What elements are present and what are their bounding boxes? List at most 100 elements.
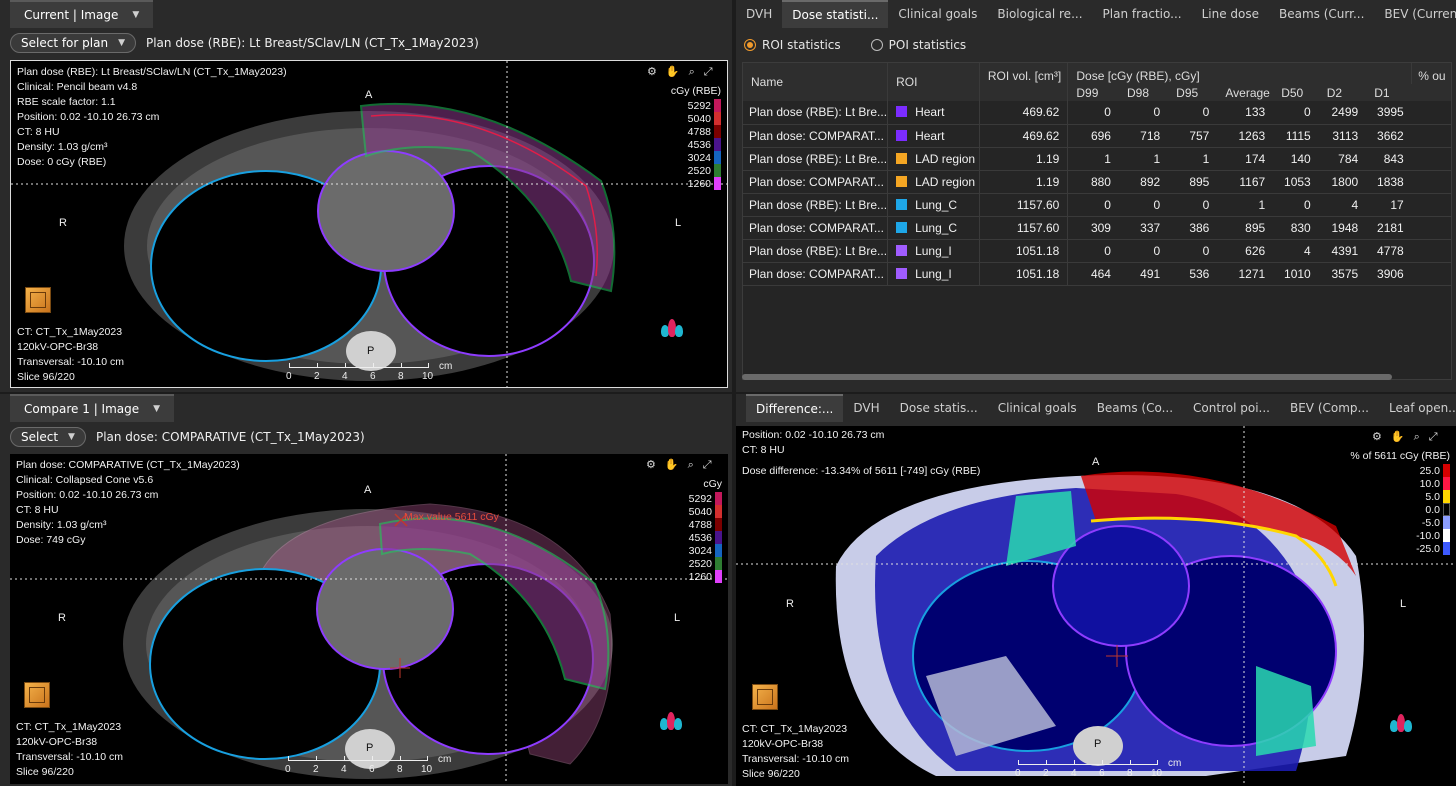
overlay-ct: CT: 8 HU	[17, 126, 60, 138]
col-roi-volume[interactable]: ROI vol. [cm³]	[979, 63, 1069, 101]
tab-biological[interactable]: Biological re...	[997, 7, 1083, 21]
select-for-plan-button[interactable]: Select for plan ▼	[10, 33, 136, 53]
scale-unit: cm	[1168, 758, 1182, 769]
table-row[interactable]: Plan dose (RBE): Lt Bre... LAD region 1.19…	[743, 147, 1451, 171]
poi-statistics-radio[interactable]: POI statistics	[870, 38, 966, 52]
window-level-icon[interactable]: ⚙	[646, 458, 656, 471]
col-d95[interactable]: D95	[1168, 84, 1218, 101]
orientation-posterior: P	[367, 345, 375, 357]
current-ct-viewport[interactable]: Plan dose (RBE): Lt Breast/SClav/LN (CT_…	[10, 60, 728, 388]
orientation-cube-icon[interactable]	[24, 682, 50, 708]
overlay-position: Position: 0.02 -10.10 26.73 cm	[17, 111, 160, 123]
roi-statistics-label: ROI statistics	[762, 38, 841, 52]
pan-hand-icon[interactable]: ✋	[664, 458, 679, 471]
window-level-icon[interactable]: ⚙	[647, 65, 657, 78]
cell-dose: 1271	[1217, 262, 1274, 286]
horizontal-splitter[interactable]	[0, 392, 1456, 394]
diff-tabbar: Difference:... DVH Dose statis... Clinic…	[736, 394, 1456, 422]
col-average[interactable]: Average	[1217, 84, 1274, 101]
col-d2[interactable]: D2	[1318, 84, 1367, 101]
tab-bev[interactable]: BEV (Comp...	[1289, 401, 1369, 415]
tab-beams[interactable]: Beams (Co...	[1096, 401, 1174, 415]
legend-level: 2520	[688, 557, 712, 570]
dose-statistics-table: Name ROI ROI vol. [cm³] Dose [cGy (RBE),…	[742, 62, 1452, 380]
cell-dose: 3575	[1318, 262, 1367, 286]
orientation-cube-icon[interactable]	[752, 684, 778, 710]
cell-volume: 1.19	[979, 170, 1069, 194]
scale-bar: 0 2 4 6 8 10 cm	[286, 361, 459, 385]
compare-ct-viewport[interactable]: Plan dose: COMPARATIVE (CT_Tx_1May2023) …	[10, 454, 728, 784]
dose-difference-image	[736, 426, 1456, 786]
chevron-down-icon[interactable]: ▼	[153, 404, 161, 414]
zoom-icon[interactable]: ⌕	[688, 65, 695, 78]
pan-hand-icon[interactable]: ✋	[1390, 430, 1405, 443]
cell-name: Plan dose: COMPARAT...	[743, 262, 889, 286]
orientation-cube-icon[interactable]	[25, 287, 51, 313]
tab-plan-fraction[interactable]: Plan fractio...	[1102, 7, 1182, 21]
cell-dose: 386	[1168, 216, 1218, 240]
tab-leaf-openings[interactable]: Leaf open...	[1388, 401, 1456, 415]
cell-dose: 696	[1067, 124, 1119, 148]
tab-dvh[interactable]: DVH	[746, 7, 773, 21]
col-roi[interactable]: ROI	[887, 63, 980, 101]
cell-roi: LAD region	[887, 170, 980, 194]
col-name[interactable]: Name	[743, 63, 889, 101]
pan-hand-icon[interactable]: ✋	[665, 65, 680, 78]
tab-clinical-goals[interactable]: Clinical goals	[997, 401, 1077, 415]
chevron-down-icon[interactable]: ▼	[132, 10, 140, 20]
difference-viewport[interactable]: Position: 0.02 -10.10 26.73 cm CT: 8 HU …	[736, 426, 1456, 786]
col-percent-outside[interactable]: % ou	[1411, 63, 1451, 101]
plan-title: Plan dose: COMPARATIVE (CT_Tx_1May2023)	[95, 430, 365, 444]
overlay-ct: CT: 8 HU	[742, 444, 785, 456]
tab-bev[interactable]: BEV (Current)	[1384, 7, 1456, 21]
horizontal-scrollbar[interactable]	[742, 374, 1392, 380]
viewport-toolbar: ⚙ ✋ ⌕ ⤢	[646, 458, 712, 472]
col-d1[interactable]: D1	[1366, 84, 1412, 101]
table-row[interactable]: Plan dose: COMPARAT... Lung_I 1051.18 464 49…	[743, 262, 1451, 286]
vertical-splitter[interactable]	[732, 0, 736, 786]
table-row[interactable]: Plan dose: COMPARAT... Lung_C 1157.60 309 33…	[743, 216, 1451, 240]
tab-current-image[interactable]: Current | Image ▼	[10, 0, 154, 28]
col-d99[interactable]: D99	[1067, 84, 1119, 101]
col-d98[interactable]: D98	[1118, 84, 1169, 101]
table-row[interactable]: Plan dose (RBE): Lt Bre... Lung_I 1051.18 0…	[743, 239, 1451, 263]
tab-compare-image[interactable]: Compare 1 | Image ▼	[10, 394, 175, 422]
cell-dose: 1263	[1217, 124, 1274, 148]
cell-percent-outside	[1411, 216, 1451, 240]
patient-orientation-icon	[660, 712, 682, 734]
table-row[interactable]: Plan dose: COMPARAT... LAD region 1.19 880 8…	[743, 170, 1451, 194]
compare-image-pane: Compare 1 | Image ▼ Select ▼ Plan dose: …	[0, 394, 732, 786]
zoom-icon[interactable]: ⌕	[687, 458, 694, 471]
col-d50[interactable]: D50	[1273, 84, 1319, 101]
cell-roi-label: LAD region	[915, 174, 976, 189]
legend-level: 10.0	[1419, 477, 1440, 490]
scale-tick: 2	[314, 371, 320, 382]
window-level-icon[interactable]: ⚙	[1372, 430, 1382, 443]
dose-info-overlay: Plan dose: COMPARATIVE (CT_Tx_1May2023) …	[16, 458, 240, 548]
tab-clinical-goals[interactable]: Clinical goals	[898, 7, 978, 21]
tab-difference[interactable]: Difference:...	[746, 394, 844, 422]
select-button[interactable]: Select ▼	[10, 427, 86, 447]
radio-selected-icon	[744, 39, 756, 51]
fit-view-icon[interactable]: ⤢	[702, 458, 712, 471]
tab-dvh[interactable]: DVH	[853, 401, 880, 415]
tab-line-dose[interactable]: Line dose	[1201, 7, 1260, 21]
tab-dose-statistics[interactable]: Dose statis...	[899, 401, 978, 415]
tab-label: Current | Image	[24, 8, 119, 22]
cell-dose: 880	[1067, 170, 1119, 194]
overlay-ct: CT: 8 HU	[16, 504, 59, 516]
tab-control-points[interactable]: Control poi...	[1193, 401, 1270, 415]
table-row[interactable]: Plan dose (RBE): Lt Bre... Heart 469.62 0 0 0…	[743, 101, 1451, 125]
scale-tick: 4	[342, 371, 348, 382]
tab-beams[interactable]: Beams (Curr...	[1279, 7, 1365, 21]
roi-statistics-radio[interactable]: ROI statistics	[744, 38, 841, 52]
table-row[interactable]: Plan dose (RBE): Lt Bre... Lung_C 1157.60 0…	[743, 193, 1451, 217]
cell-volume: 1157.60	[979, 216, 1069, 240]
fit-view-icon[interactable]: ⤢	[703, 65, 713, 78]
fit-view-icon[interactable]: ⤢	[1428, 430, 1438, 443]
cell-dose: 895	[1168, 170, 1218, 194]
dose-info-overlay: Plan dose (RBE): Lt Breast/SClav/LN (CT_…	[17, 65, 287, 170]
tab-dose-statistics[interactable]: Dose statisti...	[782, 0, 889, 28]
zoom-icon[interactable]: ⌕	[1413, 430, 1420, 443]
table-row[interactable]: Plan dose: COMPARAT... Heart 469.62 696 718 7…	[743, 124, 1451, 148]
